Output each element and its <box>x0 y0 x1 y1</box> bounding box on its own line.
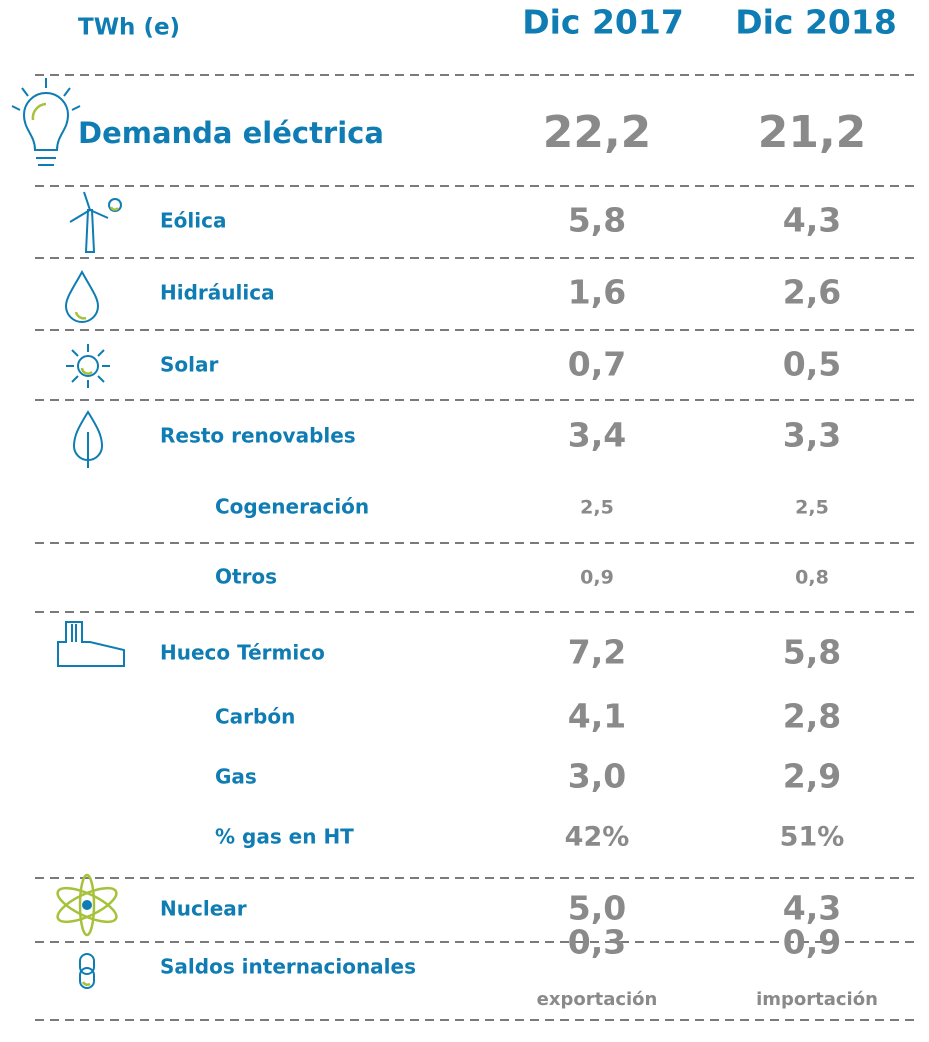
row-label: Carbón <box>215 705 295 729</box>
water-icon <box>64 269 100 323</box>
cell-value: 3,4 <box>568 416 626 455</box>
row-label: Hidráulica <box>160 281 275 305</box>
column-header: Dic 2017 <box>522 3 684 42</box>
row-label: Gas <box>215 765 257 789</box>
cell-value: 2,6 <box>783 273 841 312</box>
cell-value: 0,8 <box>795 567 829 589</box>
atom-icon <box>56 873 118 937</box>
cell-value: 21,2 <box>758 107 867 158</box>
row-label: Demanda eléctrica <box>78 116 384 150</box>
row-label: Resto renovables <box>160 424 356 448</box>
cell-value: 4,1 <box>568 697 626 736</box>
row-label: % gas en HT <box>215 825 354 849</box>
cell-value: 7,2 <box>568 633 626 672</box>
row-label: Cogeneración <box>215 495 369 519</box>
row-label: Saldos internacionales <box>160 955 416 979</box>
cell-value: 0,9 <box>580 567 614 589</box>
cell-value: 3,3 <box>783 416 841 455</box>
cell-value: 5,8 <box>568 201 626 240</box>
rows: Demanda eléctrica 22,2 21,2 Eólica 5,8 4,3 Hid… <box>78 107 878 1010</box>
cell-value: 4,3 <box>783 889 841 928</box>
cell-value: 5,0 <box>568 889 626 928</box>
wind-icon <box>69 191 122 253</box>
icons <box>11 78 125 989</box>
cell-value: 51% <box>780 822 845 853</box>
cell-value: 1,6 <box>568 273 626 312</box>
row-label: Solar <box>160 353 218 377</box>
cell-value: 3,0 <box>568 757 626 796</box>
unit: TWh (e) <box>78 15 180 41</box>
cell-note: exportación <box>537 989 658 1010</box>
cell-value: 22,2 <box>543 107 652 158</box>
column-header: Dic 2018 <box>735 3 897 42</box>
cell-value: 0,9 <box>783 923 841 962</box>
factory-icon <box>57 621 125 667</box>
separators <box>35 74 920 1021</box>
cell-value: 2,9 <box>783 757 841 796</box>
cell-value: 2,8 <box>783 697 841 736</box>
cell-value: 0,7 <box>568 345 626 384</box>
cell-value: 5,8 <box>783 633 841 672</box>
row-label: Hueco Térmico <box>160 641 325 665</box>
sun-icon <box>66 344 110 388</box>
cell-value: 4,3 <box>783 201 841 240</box>
leaf-icon <box>72 410 104 468</box>
cell-value: 42% <box>565 822 630 853</box>
cell-value: 0,5 <box>783 345 841 384</box>
row-label: Eólica <box>160 209 226 233</box>
row-label: Otros <box>215 565 277 589</box>
cell-value: 0,3 <box>568 923 626 962</box>
link-icon <box>79 953 95 989</box>
bulb-icon <box>11 78 81 166</box>
cell-value: 2,5 <box>795 497 829 519</box>
cell-note: importación <box>756 989 878 1010</box>
cell-value: 2,5 <box>580 497 614 519</box>
row-label: Nuclear <box>160 897 247 921</box>
